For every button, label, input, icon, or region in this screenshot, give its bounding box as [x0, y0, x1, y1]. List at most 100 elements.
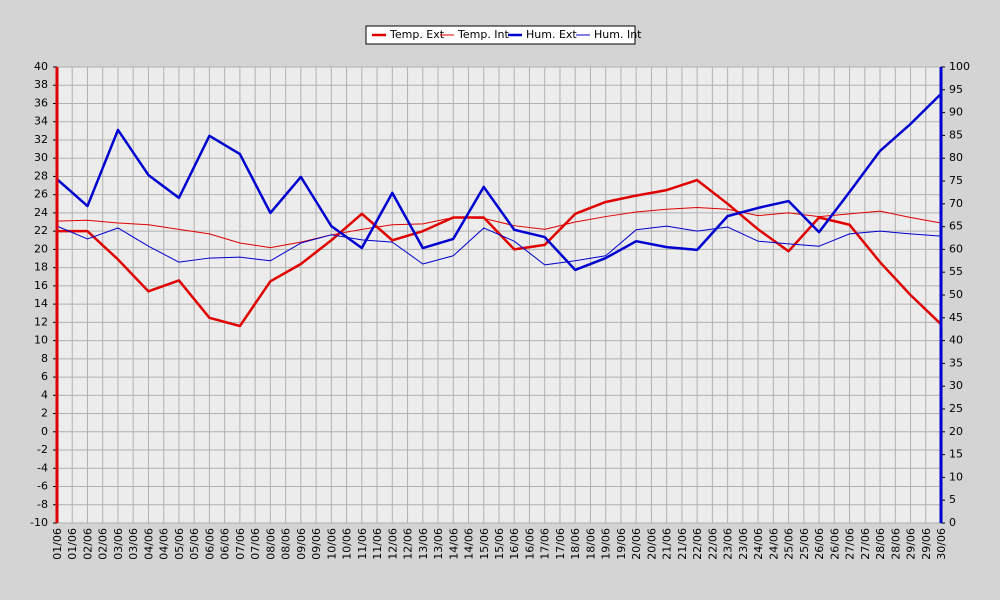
x-tick-label: 02/06	[81, 528, 94, 560]
y2-tick-label: 65	[949, 220, 963, 233]
y2-tick-label: 35	[949, 356, 963, 369]
x-tick-label: 08/06	[264, 528, 277, 560]
y2-tick-label: 45	[949, 311, 963, 324]
x-tick-label: 17/06	[539, 528, 552, 560]
grid	[56, 66, 942, 524]
y2-tick-label: 25	[949, 402, 963, 415]
y-tick-label: -10	[30, 516, 48, 529]
legend-label: Temp. Ext	[389, 28, 445, 41]
x-tick-label: 19/06	[615, 528, 628, 560]
y2-tick-label: 70	[949, 197, 963, 210]
y-tick-label: 38	[34, 78, 48, 91]
x-tick-label: 21/06	[676, 528, 689, 560]
x-tick-label: 15/06	[493, 528, 506, 560]
legend: Temp. Ext Temp. Int Hum. Ext Hum. Int	[365, 25, 642, 45]
x-tick-label: 04/06	[158, 528, 171, 560]
y2-tick-label: 55	[949, 265, 963, 278]
y-tick-label: 36	[34, 96, 48, 109]
axes: 01/06 01/06 02/06 02/06 03/06 03/06 04/06 04/06…	[30, 60, 970, 560]
x-tick-label: 07/06	[234, 528, 247, 560]
series-line	[56, 225, 942, 266]
x-tick-label: 18/06	[584, 528, 597, 560]
x-tick-label: 16/06	[508, 528, 521, 560]
y-tick-label: 32	[34, 133, 48, 146]
y-tick-label: -6	[37, 480, 48, 493]
x-tick-label: 10/06	[341, 528, 354, 560]
series-line	[56, 93, 942, 272]
x-tick-label: 29/06	[905, 528, 918, 560]
y2-tick-label: 10	[949, 470, 963, 483]
x-tick-label: 03/06	[112, 528, 125, 560]
x-tick-label: 14/06	[447, 528, 460, 560]
x-tick-label: 22/06	[706, 528, 719, 560]
y-tick-label: 30	[34, 151, 48, 164]
x-tick-label: 06/06	[219, 528, 232, 560]
x-tick-label: 13/06	[432, 528, 445, 560]
y-tick-label: -4	[37, 461, 48, 474]
x-tick-label: 06/06	[203, 528, 216, 560]
y-tick-label: 14	[34, 297, 48, 310]
x-tick-label: 22/06	[691, 528, 704, 560]
x-tick-label: 16/06	[523, 528, 536, 560]
y-tick-label: -2	[37, 443, 48, 456]
y-tick-label: 2	[41, 407, 48, 420]
x-tick-label: 21/06	[661, 528, 674, 560]
x-tick-label: 05/06	[173, 528, 186, 560]
x-tick-label: 12/06	[402, 528, 415, 560]
series-line	[56, 206, 942, 249]
y2-tick-label: 40	[949, 334, 963, 347]
y-tick-label: 20	[34, 242, 48, 255]
y2-tick-label: 5	[949, 493, 956, 506]
x-tick-label: 10/06	[325, 528, 338, 560]
y-tick-label: 12	[34, 315, 48, 328]
x-tick-label: 23/06	[722, 528, 735, 560]
legend-label: Hum. Ext	[526, 28, 577, 41]
x-tick-label: 01/06	[51, 528, 64, 560]
y-tick-label: 22	[34, 224, 48, 237]
y-tick-label: 18	[34, 261, 48, 274]
x-tick-label: 28/06	[874, 528, 887, 560]
y-tick-label: 10	[34, 334, 48, 347]
x-tick-label: 20/06	[630, 528, 643, 560]
x-tick-label: 08/06	[280, 528, 293, 560]
legend-box	[365, 25, 636, 45]
y-tick-label: 16	[34, 279, 48, 292]
y2-tick-label: 60	[949, 242, 963, 255]
x-tick-label: 15/06	[478, 528, 491, 560]
x-tick-label: 07/06	[249, 528, 262, 560]
y-tick-label: 40	[34, 60, 48, 73]
y2-tick-label: 15	[949, 448, 963, 461]
y2-tick-label: 85	[949, 128, 963, 141]
legend-label: Temp. Int	[457, 28, 510, 41]
x-tick-label: 26/06	[813, 528, 826, 560]
x-tick-label: 25/06	[783, 528, 796, 560]
y2-tick-label: 100	[949, 60, 970, 73]
y-tick-label: 6	[41, 370, 48, 383]
x-tick-label: 30/06	[935, 528, 948, 560]
x-tick-label: 09/06	[310, 528, 323, 560]
y2-tick-label: 20	[949, 425, 963, 438]
y-tick-label: 28	[34, 169, 48, 182]
x-tick-label: 13/06	[417, 528, 430, 560]
x-tick-label: 11/06	[371, 528, 384, 560]
y-tick-label: 34	[34, 115, 48, 128]
x-tick-label: 05/06	[188, 528, 201, 560]
y2-tick-label: 90	[949, 106, 963, 119]
x-tick-label: 20/06	[645, 528, 658, 560]
y-tick-label: 26	[34, 188, 48, 201]
y-tick-label: 0	[41, 425, 48, 438]
x-tick-label: 12/06	[386, 528, 399, 560]
y2-tick-label: 95	[949, 83, 963, 96]
x-tick-label: 24/06	[767, 528, 780, 560]
x-tick-label: 18/06	[569, 528, 582, 560]
x-tick-label: 26/06	[828, 528, 841, 560]
series-line	[57, 178, 942, 328]
x-tick-label: 11/06	[356, 528, 369, 560]
x-tick-label: 17/06	[554, 528, 567, 560]
y2-tick-label: 80	[949, 151, 963, 164]
x-tick-label: 03/06	[127, 528, 140, 560]
x-tick-label: 27/06	[859, 528, 872, 560]
x-tick-label: 23/06	[737, 528, 750, 560]
x-tick-label: 02/06	[97, 528, 110, 560]
